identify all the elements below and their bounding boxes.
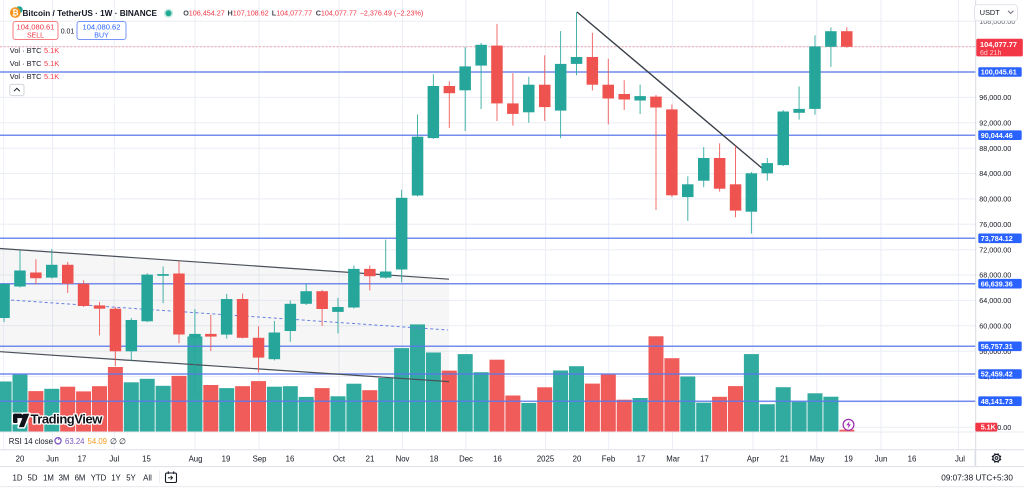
svg-text:Mar: Mar: [666, 454, 680, 463]
svg-text:19: 19: [222, 454, 231, 463]
svg-text:TradingView: TradingView: [31, 412, 104, 427]
svg-text:104,080.62: 104,080.62: [82, 23, 120, 32]
svg-text:60,000.00: 60,000.00: [979, 322, 1011, 331]
svg-text:C104,077.77: C104,077.77: [316, 8, 357, 17]
svg-text:Jun: Jun: [875, 454, 888, 463]
svg-text:54.09: 54.09: [88, 437, 108, 446]
svg-text:84,000.00: 84,000.00: [979, 169, 1011, 178]
svg-text:5.1K: 5.1K: [44, 72, 59, 81]
svg-text:17: 17: [637, 454, 646, 463]
svg-text:80,000.00: 80,000.00: [979, 195, 1011, 204]
svg-text:Jul: Jul: [955, 454, 965, 463]
svg-text:108,000.00: 108,000.00: [979, 17, 1015, 26]
svg-text:21: 21: [366, 454, 375, 463]
svg-text:17: 17: [78, 454, 87, 463]
svg-text:−2,376.49 (−2.23%): −2,376.49 (−2.23%): [360, 8, 424, 17]
svg-text:Feb: Feb: [602, 454, 616, 463]
svg-text:68,000.00: 68,000.00: [979, 271, 1011, 280]
svg-text:64,000.00: 64,000.00: [979, 296, 1011, 305]
svg-text:66,639.36: 66,639.36: [981, 279, 1013, 288]
svg-text:104,077.77: 104,077.77: [980, 40, 1017, 49]
svg-text:100,045.61: 100,045.61: [981, 68, 1017, 77]
svg-text:19: 19: [844, 454, 853, 463]
svg-text:5.1K: 5.1K: [981, 423, 997, 432]
svg-text:17: 17: [700, 454, 709, 463]
svg-text:Vol · BTC: Vol · BTC: [10, 59, 42, 68]
svg-text:Nov: Nov: [396, 454, 410, 463]
svg-text:Bitcoin / TetherUS · 1W · BINA: Bitcoin / TetherUS · 1W · BINANCE: [23, 9, 158, 18]
svg-text:56,000.00: 56,000.00: [979, 347, 1011, 356]
svg-text:1D: 1D: [13, 473, 23, 482]
svg-text:5.1K: 5.1K: [44, 46, 59, 55]
svg-text:Sep: Sep: [253, 454, 268, 463]
svg-text:20: 20: [16, 454, 25, 463]
svg-text:09:07:38 UTC+5:30: 09:07:38 UTC+5:30: [941, 474, 1013, 483]
svg-text:H107,108.62: H107,108.62: [228, 8, 269, 17]
svg-text:3M: 3M: [59, 473, 70, 482]
svg-text:SELL: SELL: [27, 33, 44, 40]
svg-text:Vol · BTC: Vol · BTC: [10, 46, 42, 55]
svg-text:1M: 1M: [43, 473, 54, 482]
svg-text:20: 20: [573, 454, 582, 463]
svg-text:USDT: USDT: [980, 8, 1000, 17]
svg-text:TradingView: TradingView: [31, 412, 104, 427]
svg-text:∅ ∅: ∅ ∅: [110, 437, 126, 446]
svg-text:0.01: 0.01: [61, 29, 75, 36]
svg-text:73,784.12: 73,784.12: [981, 234, 1013, 243]
svg-text:48,141.73: 48,141.73: [981, 397, 1013, 406]
svg-text:Aug: Aug: [189, 454, 203, 463]
svg-text:YTD: YTD: [91, 473, 107, 482]
svg-text:104,080.61: 104,080.61: [16, 23, 54, 32]
svg-text:Vol · BTC: Vol · BTC: [10, 72, 42, 81]
svg-text:92,000.00: 92,000.00: [979, 119, 1011, 128]
svg-text:56,757.31: 56,757.31: [981, 342, 1013, 351]
svg-text:5D: 5D: [28, 473, 38, 482]
svg-text:2025: 2025: [537, 454, 555, 463]
svg-text:Dec: Dec: [459, 454, 473, 463]
svg-text:21: 21: [780, 454, 789, 463]
svg-text:BUY: BUY: [94, 33, 109, 40]
svg-text:May: May: [810, 454, 825, 463]
svg-text:16: 16: [908, 454, 917, 463]
svg-text:63.24: 63.24: [65, 437, 85, 446]
svg-text:1Y: 1Y: [111, 473, 121, 482]
svg-text:96,000.00: 96,000.00: [979, 93, 1011, 102]
svg-text:RSI 14 close: RSI 14 close: [9, 437, 53, 446]
svg-text:88,000.00: 88,000.00: [979, 144, 1011, 153]
svg-text:5Y: 5Y: [126, 473, 136, 482]
svg-text:Oct: Oct: [333, 454, 346, 463]
svg-text:6M: 6M: [75, 473, 86, 482]
svg-text:6d 21h: 6d 21h: [980, 50, 1002, 57]
svg-text:52,459.42: 52,459.42: [981, 370, 1013, 379]
svg-text:Apr: Apr: [747, 454, 760, 463]
svg-text:O106,454.27: O106,454.27: [183, 8, 225, 17]
svg-text:16: 16: [286, 454, 295, 463]
svg-text:L104,077.77: L104,077.77: [272, 8, 312, 17]
svg-text:15: 15: [142, 454, 151, 463]
svg-text:Jul: Jul: [109, 454, 119, 463]
svg-text:5.1K: 5.1K: [44, 59, 59, 68]
svg-text:16: 16: [493, 454, 502, 463]
svg-text:72,000.00: 72,000.00: [979, 245, 1011, 254]
svg-text:18: 18: [430, 454, 439, 463]
svg-text:76,000.00: 76,000.00: [979, 220, 1011, 229]
svg-text:Jun: Jun: [46, 454, 59, 463]
svg-text:₿: ₿: [12, 8, 19, 17]
svg-text:90,044.46: 90,044.46: [981, 131, 1013, 140]
svg-text:All: All: [143, 473, 152, 482]
